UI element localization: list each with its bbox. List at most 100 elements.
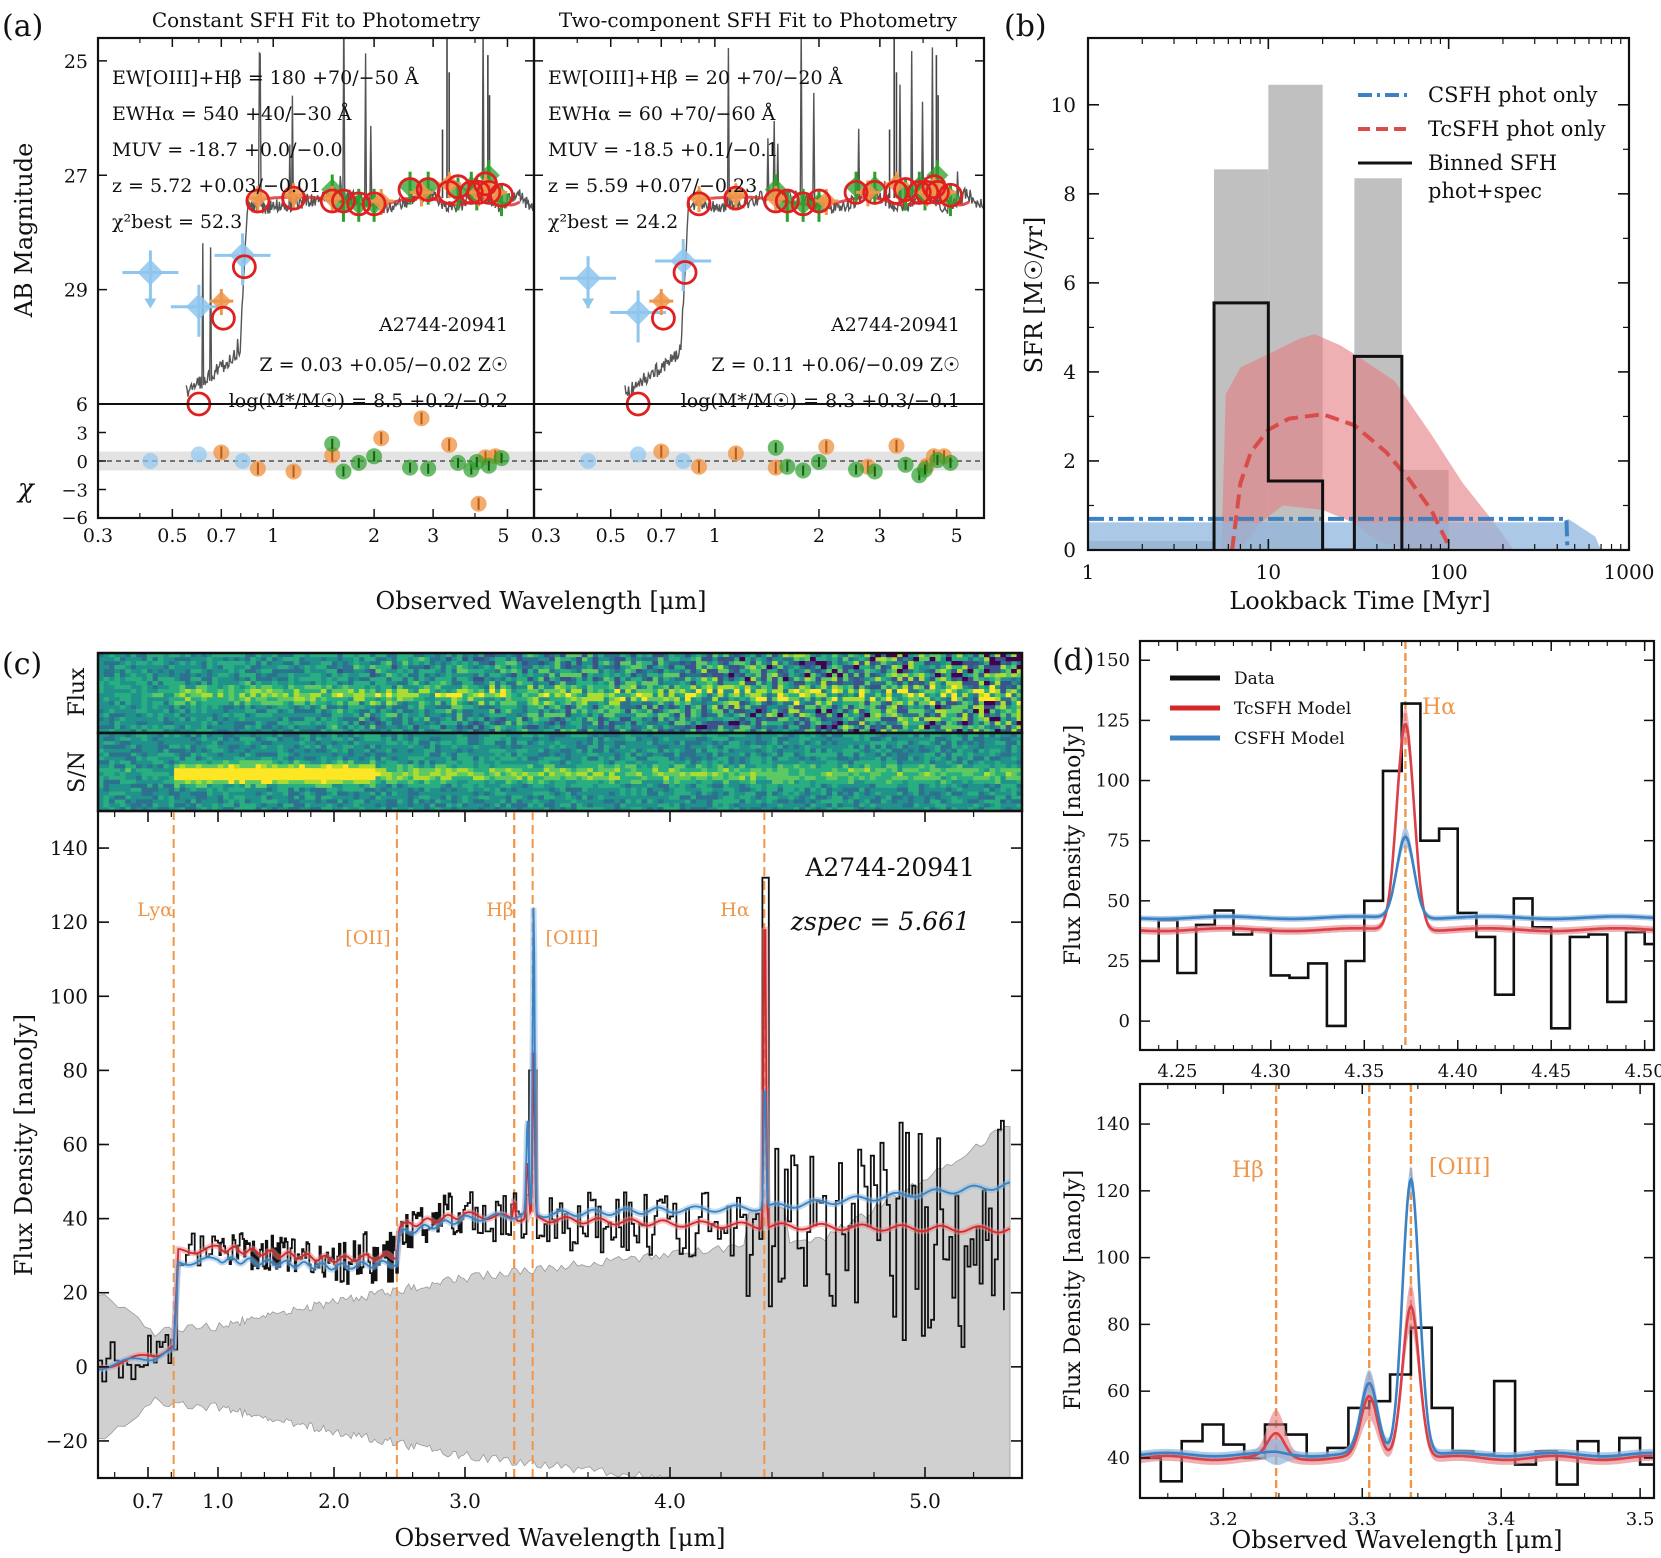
d-data-oiii xyxy=(1140,1326,1654,1486)
panel-c-flux-label: Flux xyxy=(65,667,90,716)
d-tc-line-oiii xyxy=(1140,1304,1653,1462)
line-label-oiii: [OIII] xyxy=(546,927,599,949)
a-xtick-label: 0.7 xyxy=(206,525,236,547)
chi-hst-left xyxy=(234,453,251,469)
flux-image-pixels xyxy=(98,653,1017,734)
stat-chi2-right: χ²best = 24.2 xyxy=(548,211,678,233)
panel-label-b: (b) xyxy=(1004,9,1047,44)
panel-d-oiii-plot xyxy=(1140,1084,1654,1498)
legend-csfh: CSFH phot only xyxy=(1428,83,1598,107)
d-ytick-label-ha: 0 xyxy=(1119,1011,1130,1032)
object-name-c: A2744-20941 xyxy=(804,853,975,882)
a-xtick-label: 1 xyxy=(709,525,721,547)
panel-a-chi-label: χ xyxy=(16,474,36,504)
chi-hst-left xyxy=(190,446,207,463)
chi-hst-left xyxy=(142,453,159,469)
panel-a-right-plot xyxy=(534,38,984,484)
stat-metal-left: Z = 0.03 +0.05/−0.02 Z☉ xyxy=(259,354,508,376)
c-ytick-label: 140 xyxy=(50,836,88,860)
panel-d-ylabel-top: Flux Density [nanoJy] xyxy=(1061,725,1086,965)
tcsfh-line xyxy=(1230,412,1451,550)
flux-image-pixels xyxy=(337,653,1023,734)
panel-b-plot xyxy=(1088,84,1602,550)
a-xtick-label: 2 xyxy=(813,525,825,547)
d-oiii-label: [OIII] xyxy=(1429,1155,1490,1180)
stat-metal-right: Z = 0.11 +0.06/−0.09 Z☉ xyxy=(711,354,960,376)
d-ytick-label-oiii: 120 xyxy=(1096,1181,1130,1202)
medium-point-left xyxy=(247,188,268,209)
medium-point-right xyxy=(725,185,746,206)
tcsfh-band xyxy=(1221,334,1514,550)
d-xtick-label-ha: 4.40 xyxy=(1438,1061,1478,1082)
a-chi-ytick-label: 3 xyxy=(77,424,88,445)
stat-muv-left: MUV = -18.7 +0.0/−0.0 xyxy=(112,139,343,161)
model-circle-left xyxy=(210,305,236,331)
c-ytick-label: 100 xyxy=(50,984,88,1008)
a-xtick-label: 2 xyxy=(368,525,380,547)
model-circle-right xyxy=(906,180,932,205)
model-circle-left xyxy=(245,188,271,214)
b-ytick-label: 10 xyxy=(1051,93,1076,117)
hst-point-right xyxy=(625,299,652,326)
a-xtick-label: 0.3 xyxy=(531,525,561,547)
b-ytick-label: 2 xyxy=(1063,449,1076,473)
d-xtick-label-ha: 4.50 xyxy=(1625,1061,1661,1082)
legend-tc: TcSFH Model xyxy=(1234,699,1351,719)
upper-limit-arrow-right xyxy=(582,298,595,309)
flux-image-pixels xyxy=(695,653,1023,734)
model-circle-right xyxy=(843,180,869,205)
panel-a: (a) Constant SFH Fit to Photometry Two-c… xyxy=(2,8,986,615)
a-xtick-label: 5 xyxy=(497,525,509,547)
panel-c: (c) Flux S/N Flux Density [nanoJy] Obser… xyxy=(2,647,1024,1552)
medium-point-right xyxy=(816,190,837,211)
stat-mass-right: log(M*/M☉) = 8.3 +0.3/−0.1 xyxy=(681,390,960,412)
model-circle-right xyxy=(651,305,676,331)
medium-point-right xyxy=(651,291,672,312)
stat-muv-right: MUV = -18.5 +0.1/−0.1 xyxy=(548,139,779,161)
model-circle-left xyxy=(346,191,372,217)
panel-label-d: (d) xyxy=(1052,643,1095,678)
model-circle-right xyxy=(672,260,698,285)
flux-image-pixels xyxy=(337,685,1023,706)
d-cs-line-oiii xyxy=(1140,1176,1653,1458)
d-hb-label: Hβ xyxy=(1232,1158,1264,1183)
c-xtick-label: 3.0 xyxy=(449,1489,481,1513)
a-xtick-label: 0.7 xyxy=(646,525,676,547)
data-spectrum xyxy=(98,876,1005,1383)
a-xtick-label: 3 xyxy=(427,525,439,547)
model-circle-right xyxy=(774,188,800,214)
c-ytick-label: 120 xyxy=(50,910,88,934)
panel-a-left-title: Constant SFH Fit to Photometry xyxy=(152,8,481,32)
upper-limit-arrow-left xyxy=(144,298,157,309)
b-ytick-label: 6 xyxy=(1063,271,1076,295)
panel-a-right-stats: EW[OIII]+Hβ = 20 +70/−20 Å EWHα = 60 +70… xyxy=(548,67,960,412)
panel-d-xlabel: Observed Wavelength [μm] xyxy=(1232,1526,1563,1554)
model-circle-right xyxy=(806,188,832,214)
a-xtick-label: 0.3 xyxy=(83,525,113,547)
a-ytick-label: 25 xyxy=(64,51,88,73)
sn-image-pixels xyxy=(98,733,1023,812)
b-ytick-label: 0 xyxy=(1063,538,1076,562)
panel-b: (b) SFR [M☉/yr] Lookback Time [Myr] 1 10 1… xyxy=(1004,9,1654,615)
panel-label-a: (a) xyxy=(2,9,43,44)
a-frame-right xyxy=(532,36,986,520)
d-xtick-label-oiii: 3.5 xyxy=(1626,1509,1655,1530)
d-ytick-label-oiii: 100 xyxy=(1096,1248,1130,1269)
d-xtick-label-ha: 4.30 xyxy=(1251,1061,1291,1082)
object-name-a-right: A2744-20941 xyxy=(830,314,960,336)
a-chi-ytick-label: −3 xyxy=(61,481,88,502)
model-circle-left xyxy=(231,254,257,280)
stat-z-right: z = 5.59 +0.07/−0.23 xyxy=(548,175,757,197)
a-ytick-label: 29 xyxy=(64,280,88,302)
panel-label-c: (c) xyxy=(2,647,42,682)
medium-point-left xyxy=(439,173,460,194)
c-ytick-label: −20 xyxy=(46,1429,88,1453)
panel-a-left-stats: EW[OIII]+Hβ = 180 +70/−50 Å EWHα = 540 +… xyxy=(112,67,508,412)
panel-d-legend: Data TcSFH Model CSFH Model xyxy=(1170,669,1351,749)
panel-c-sn-label: S/N xyxy=(65,751,90,793)
legend-binned-1: Binned SFH xyxy=(1428,151,1557,175)
zspec-label: zspec = 5.661 xyxy=(790,907,970,936)
c-xtick-label: 5.0 xyxy=(909,1489,941,1513)
d-ytick-label-ha: 50 xyxy=(1107,891,1130,912)
